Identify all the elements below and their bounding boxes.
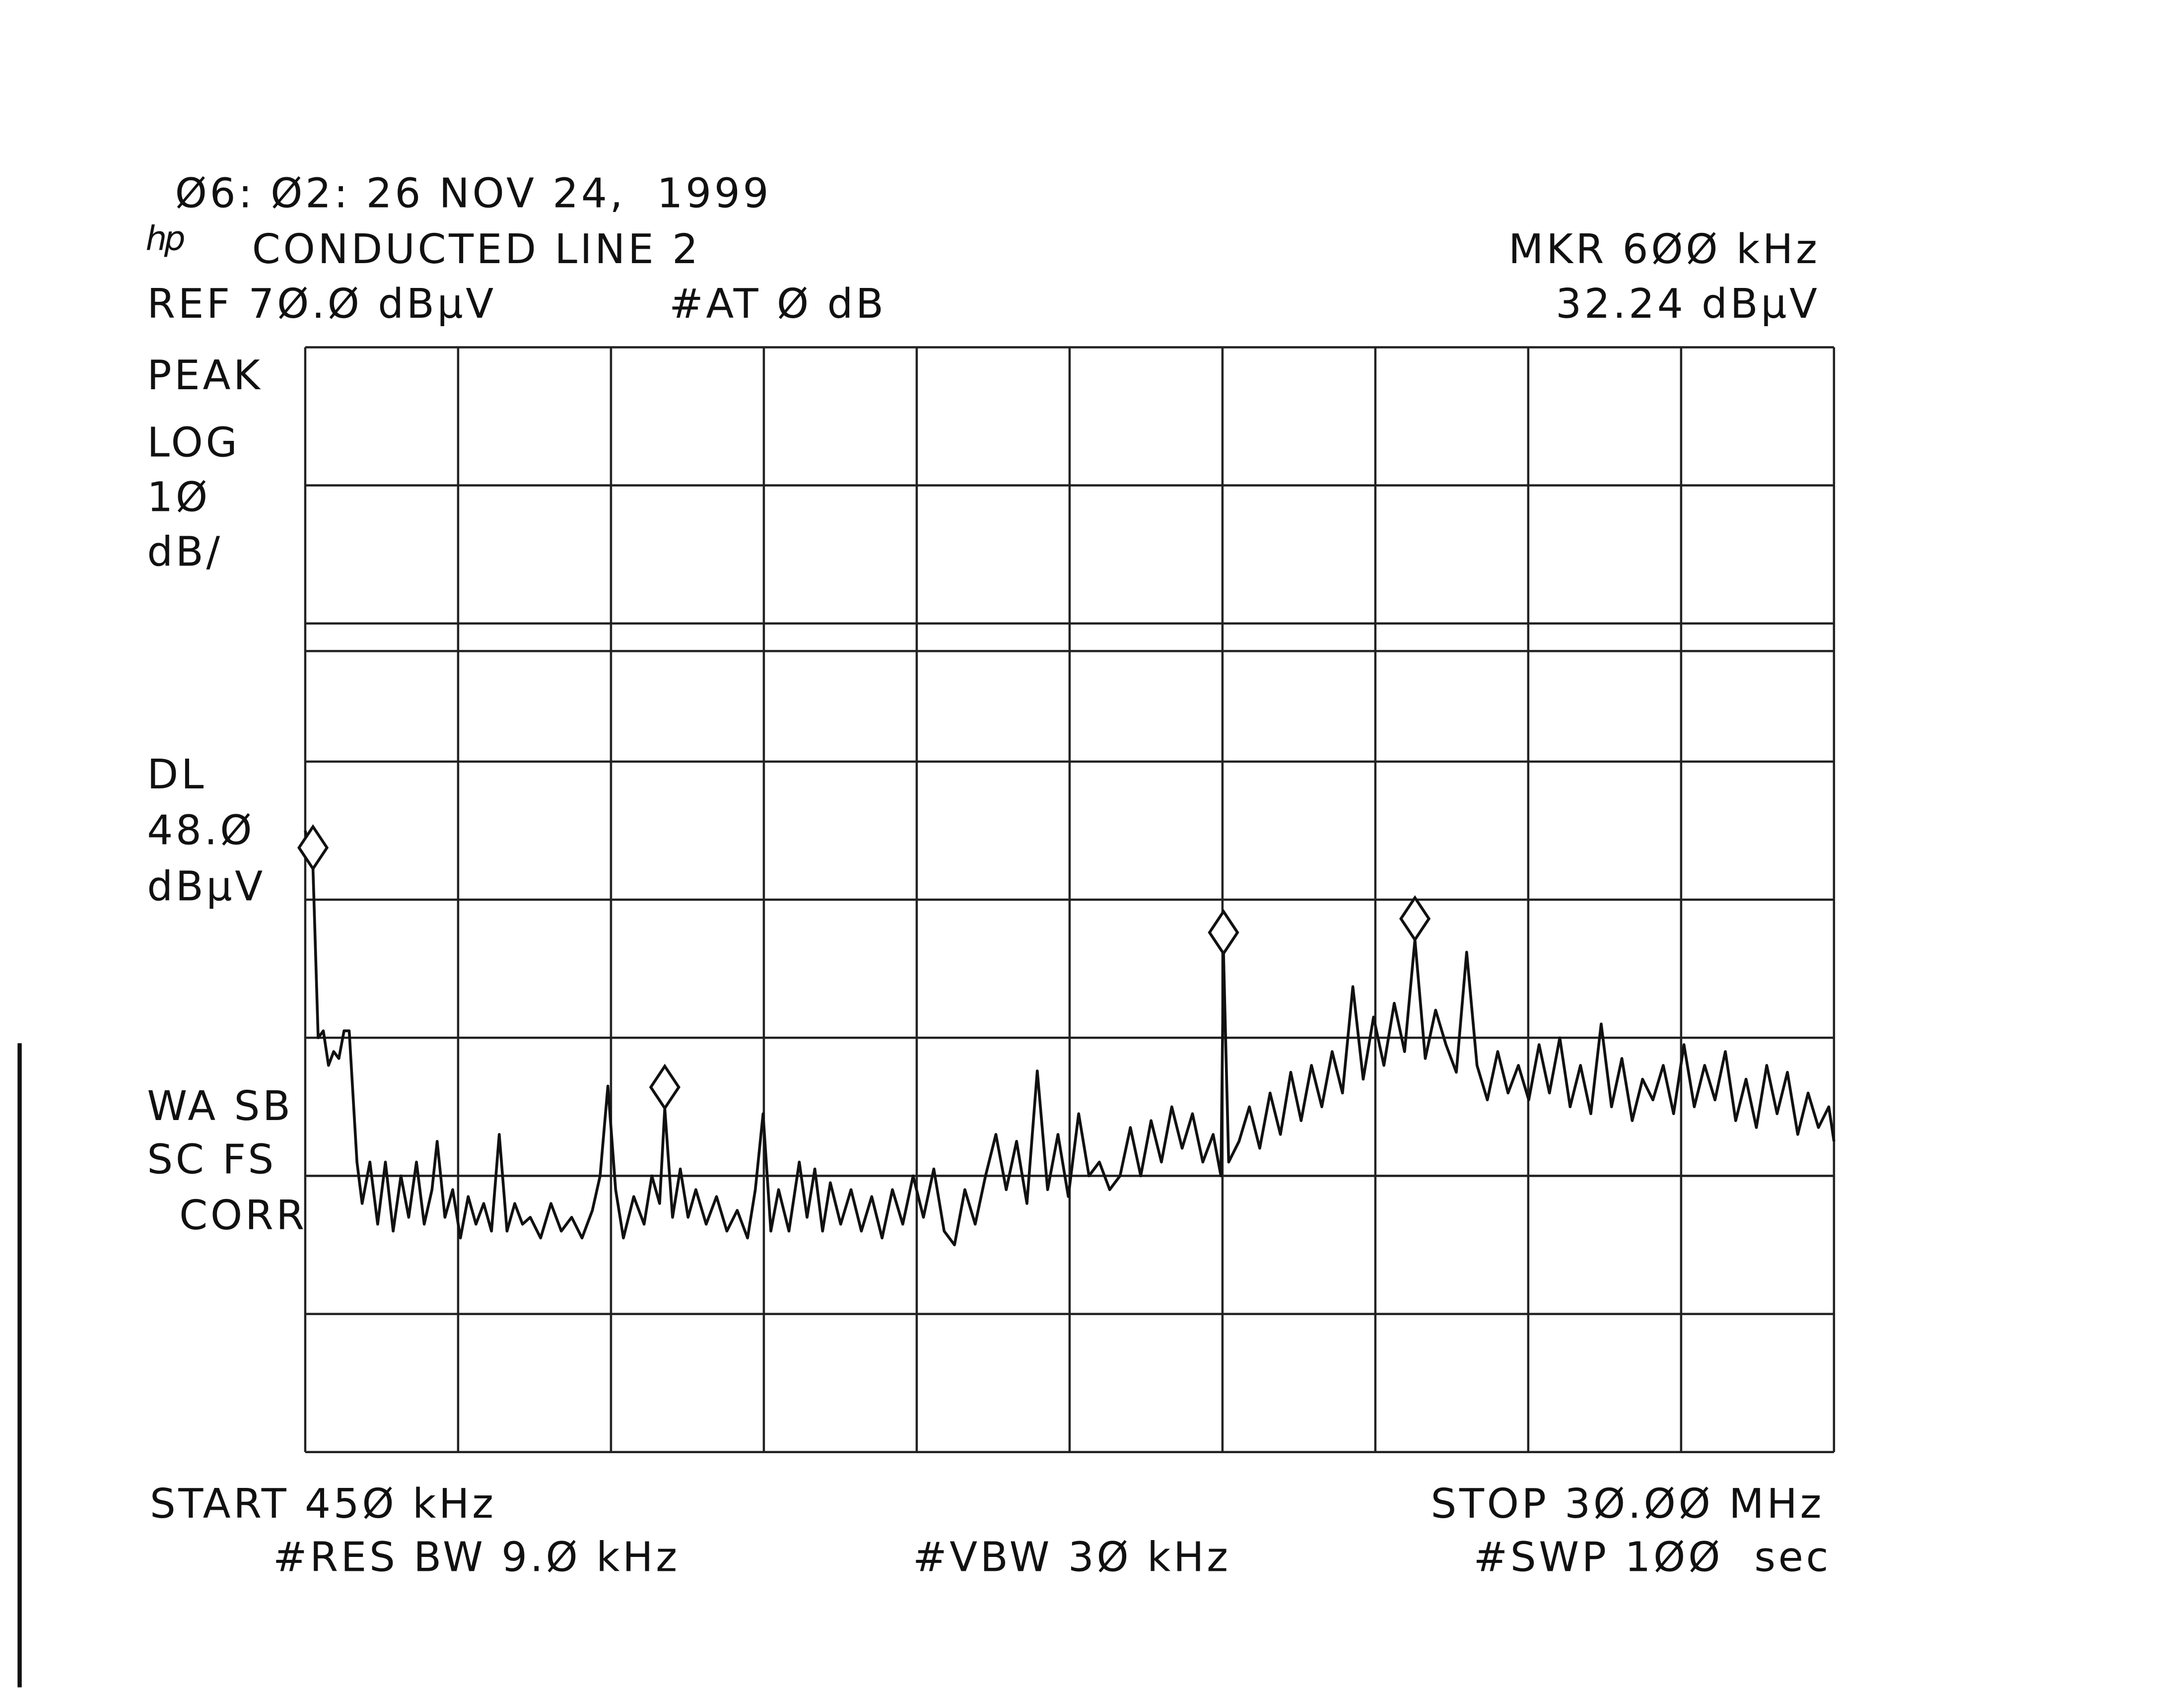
side-label: dB/ xyxy=(147,528,223,575)
footer-label: START 45Ø kHz xyxy=(150,1480,496,1528)
footer-label: #SWP 1ØØ sec xyxy=(1474,1534,1832,1581)
side-label: CORR xyxy=(179,1192,307,1239)
marker xyxy=(297,824,329,871)
header-label: #AT Ø dB xyxy=(669,281,887,328)
side-label: 1Ø xyxy=(147,474,210,521)
chart-title: CONDUCTED LINE 2 xyxy=(252,226,701,273)
marker-label: MKR 6ØØ kHz xyxy=(1508,226,1820,273)
side-label: PEAK xyxy=(147,352,263,399)
footer-label: #RES BW 9.Ø kHz xyxy=(273,1534,680,1581)
logo: hp xyxy=(145,219,184,258)
timestamp: Ø6: Ø2: 26 NOV 24, 1999 xyxy=(175,170,772,217)
side-label: DL xyxy=(147,751,206,798)
marker xyxy=(1208,909,1239,956)
footer-label: STOP 3Ø.ØØ MHz xyxy=(1431,1480,1824,1528)
marker xyxy=(649,1063,681,1111)
side-label: SC FS xyxy=(147,1136,276,1183)
side-label: 48.Ø xyxy=(147,807,255,854)
header-label: REF 7Ø.Ø dBµV xyxy=(147,281,496,328)
side-label: WA SB xyxy=(147,1083,293,1130)
side-label: dBµV xyxy=(147,863,266,910)
trace xyxy=(304,830,1836,1247)
marker xyxy=(1399,895,1431,942)
marker-readout: 32.24 dBµV xyxy=(1556,281,1820,328)
footer-label: #VBW 3Ø kHz xyxy=(913,1534,1231,1581)
side-label: LOG xyxy=(147,419,240,466)
